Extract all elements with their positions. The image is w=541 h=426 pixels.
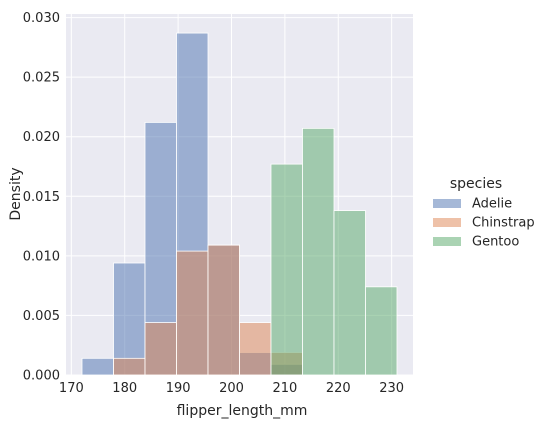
histogram-bar-chinstrap	[239, 322, 272, 376]
y-tick-label: 0.015	[23, 190, 60, 205]
x-tick-label: 220	[326, 381, 351, 396]
x-tick-label: 230	[379, 381, 404, 396]
legend-swatch-adelie	[433, 199, 461, 208]
y-tick-label: 0.005	[23, 309, 60, 324]
y-tick-label: 0.010	[23, 249, 60, 264]
y-axis-label: Density	[8, 167, 24, 220]
histogram-bar-chinstrap	[176, 250, 209, 376]
x-tick-label: 200	[219, 381, 244, 396]
x-tick-labels: 170 180 190 200 210 220 230	[59, 381, 404, 396]
x-tick-label: 210	[272, 381, 297, 396]
histogram-bar-gentoo	[365, 286, 398, 376]
x-tick-label: 170	[59, 381, 84, 396]
histogram-bar-adelie	[81, 357, 114, 376]
y-tick-labels: 0.000 0.005 0.010 0.015 0.020 0.025 0.030	[23, 11, 60, 383]
histogram-bar-chinstrap	[113, 357, 146, 376]
legend-label-chinstrap: Chinstrap	[472, 216, 535, 231]
legend-label-gentoo: Gentoo	[472, 235, 519, 250]
legend-label-adelie: Adelie	[472, 197, 512, 212]
histogram-bar-chinstrap	[144, 322, 177, 376]
legend-swatch-chinstrap	[433, 218, 461, 227]
y-tick-label: 0.000	[23, 369, 60, 384]
histogram-bars	[81, 32, 398, 376]
x-axis-label: flipper_length_mm	[177, 403, 308, 419]
histogram-bar-adelie	[113, 262, 146, 376]
legend: species Adelie Chinstrap Gentoo	[433, 176, 535, 250]
legend-swatch-gentoo	[433, 237, 461, 246]
legend-title: species	[450, 176, 502, 192]
x-tick-label: 180	[112, 381, 137, 396]
y-tick-label: 0.025	[23, 71, 60, 86]
x-tick-label: 190	[166, 381, 191, 396]
y-tick-label: 0.020	[23, 130, 60, 145]
histogram-bar-chinstrap	[207, 244, 240, 376]
histogram-bar-gentoo	[333, 210, 366, 376]
histogram-bar-gentoo	[270, 163, 303, 376]
y-tick-label: 0.030	[23, 11, 60, 26]
histogram-bar-gentoo	[302, 127, 335, 376]
